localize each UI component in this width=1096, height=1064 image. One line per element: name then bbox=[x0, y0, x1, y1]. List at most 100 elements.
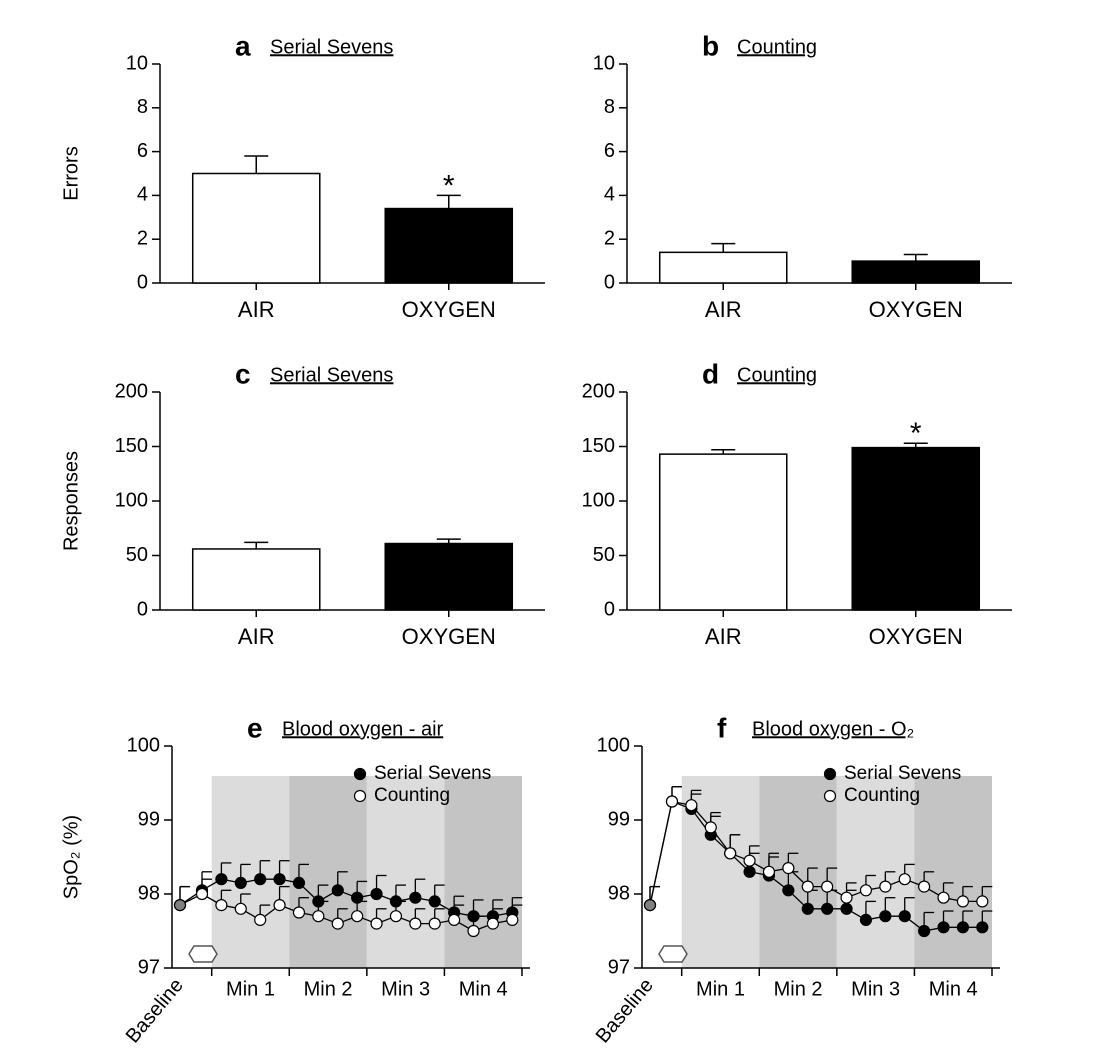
data-point bbox=[898, 873, 911, 886]
data-point bbox=[409, 891, 422, 904]
data-point bbox=[234, 876, 247, 890]
panel-letter: a bbox=[235, 30, 251, 61]
data-point bbox=[234, 902, 247, 915]
data-point bbox=[292, 876, 306, 890]
y-tick-label: 50 bbox=[593, 544, 615, 566]
legend-marker bbox=[353, 767, 367, 781]
data-point bbox=[467, 924, 480, 938]
y-axis-label: Responses bbox=[60, 451, 82, 551]
data-point bbox=[782, 884, 795, 897]
data-point bbox=[859, 913, 873, 927]
data-point bbox=[448, 913, 461, 927]
data-point bbox=[879, 880, 892, 893]
data-point bbox=[937, 921, 950, 934]
bar bbox=[384, 207, 514, 284]
data-point bbox=[370, 887, 383, 901]
legend-label: Serial Sevens bbox=[374, 763, 491, 784]
y-tick-label: 2 bbox=[137, 227, 148, 249]
data-point bbox=[685, 799, 698, 812]
bar bbox=[658, 251, 788, 284]
x-tick-label: OXYGEN bbox=[869, 624, 963, 649]
y-tick-label: 200 bbox=[582, 380, 615, 402]
data-point bbox=[724, 847, 737, 860]
y-tick-label: 97 bbox=[608, 956, 630, 978]
data-point bbox=[215, 898, 228, 912]
data-point bbox=[743, 854, 756, 867]
data-point bbox=[331, 917, 344, 930]
region-label: Min 1 bbox=[696, 978, 745, 1000]
data-point bbox=[351, 910, 364, 923]
y-tick-label: 8 bbox=[604, 96, 615, 118]
y-axis-label: SpO₂ (%) bbox=[60, 815, 82, 899]
data-point bbox=[704, 821, 717, 834]
y-tick-label: 10 bbox=[126, 52, 148, 74]
data-point bbox=[665, 795, 679, 808]
data-point bbox=[428, 895, 441, 908]
y-tick-label: 8 bbox=[137, 96, 148, 118]
data-point bbox=[879, 910, 892, 923]
legend-label: Counting bbox=[844, 785, 920, 806]
data-point bbox=[409, 917, 422, 930]
legend-label: Serial Sevens bbox=[844, 763, 961, 784]
time-region bbox=[366, 776, 445, 968]
bar bbox=[191, 172, 321, 284]
legend-marker bbox=[353, 789, 367, 803]
significance-marker: * bbox=[443, 169, 455, 202]
bar bbox=[384, 542, 514, 611]
panel-letter: d bbox=[702, 358, 719, 389]
y-tick-label: 2 bbox=[604, 227, 615, 249]
data-point bbox=[782, 861, 795, 875]
data-point bbox=[762, 865, 776, 878]
y-tick-label: 200 bbox=[115, 380, 148, 402]
panel-letter: f bbox=[717, 712, 727, 743]
x-tick-label: Baseline bbox=[122, 974, 188, 1047]
legend-marker bbox=[823, 767, 837, 781]
data-point bbox=[389, 895, 403, 908]
x-tick-label: OXYGEN bbox=[402, 624, 496, 649]
y-tick-label: 97 bbox=[138, 956, 160, 978]
time-region bbox=[836, 776, 915, 968]
y-tick-label: 4 bbox=[604, 184, 615, 206]
y-axis-label: Errors bbox=[60, 146, 82, 200]
data-point bbox=[254, 873, 267, 886]
y-tick-label: 150 bbox=[115, 435, 148, 457]
data-point bbox=[859, 884, 873, 897]
panel-letter: b bbox=[702, 30, 719, 61]
region-label: Min 4 bbox=[929, 978, 978, 1000]
panel-title: Counting bbox=[737, 364, 817, 386]
data-point bbox=[486, 917, 500, 930]
data-point bbox=[254, 913, 267, 927]
region-label: Min 3 bbox=[851, 978, 900, 1000]
x-tick-label: AIR bbox=[705, 297, 742, 322]
bar bbox=[191, 548, 321, 611]
y-tick-label: 0 bbox=[604, 598, 615, 620]
bar bbox=[851, 446, 981, 611]
data-point bbox=[428, 917, 441, 930]
data-point bbox=[821, 902, 834, 915]
data-point bbox=[976, 921, 989, 934]
time-region bbox=[289, 776, 367, 968]
y-tick-label: 150 bbox=[582, 435, 615, 457]
data-point bbox=[821, 880, 834, 893]
region-label: Min 2 bbox=[774, 978, 823, 1000]
bar bbox=[658, 453, 788, 611]
y-tick-label: 10 bbox=[593, 52, 615, 74]
data-point bbox=[312, 895, 325, 908]
x-tick-label: AIR bbox=[238, 624, 275, 649]
data-point bbox=[918, 880, 931, 893]
data-point bbox=[898, 910, 911, 923]
data-point bbox=[956, 921, 970, 934]
data-point bbox=[840, 891, 853, 904]
data-point bbox=[173, 898, 187, 912]
y-tick-label: 6 bbox=[137, 140, 148, 162]
data-point bbox=[918, 924, 931, 938]
data-point bbox=[351, 891, 364, 904]
y-tick-label: 98 bbox=[138, 882, 160, 904]
break-symbol bbox=[188, 945, 218, 963]
data-point bbox=[643, 898, 657, 912]
y-tick-label: 100 bbox=[115, 489, 148, 511]
data-point bbox=[840, 902, 853, 915]
y-tick-label: 6 bbox=[604, 140, 615, 162]
